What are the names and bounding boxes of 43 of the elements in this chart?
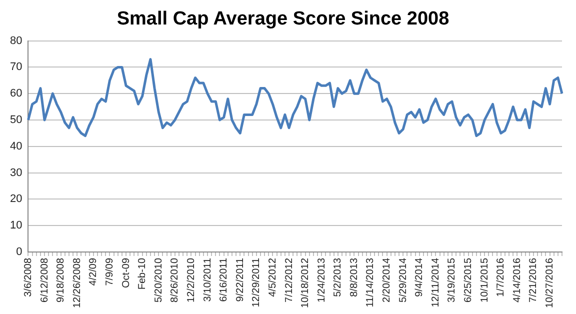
x-tick-label: 7/21/2016 [528,258,540,302]
x-tick-label: 3/10/2011 [202,258,214,302]
x-tick-label: 1/24/2013 [316,258,328,302]
y-tick-label: 50 [10,114,22,126]
y-tick-label: 60 [10,88,22,100]
x-tick-label: 6/12/2008 [39,258,50,302]
y-tick-label: 10 [10,220,22,232]
x-tick-label: 5/20/2010 [153,258,164,302]
y-tick-label: 80 [10,34,22,47]
x-tick-label: 12/2/2010 [186,258,197,302]
x-tick-label: 5/29/2014 [398,258,409,302]
x-tick-label: 2/20/2014 [382,258,393,302]
x-tick-label: 12/11/2014 [430,258,442,308]
x-tick-label: 5/2/2013 [332,258,344,297]
x-tick-label: 4/14/2016 [512,258,523,302]
x-tick-label: 3/19/2015 [446,258,458,302]
x-tick-label: 11/14/2013 [365,258,376,308]
y-tick-label: 40 [10,140,22,152]
x-tick-label: 6/25/2015 [463,258,474,302]
x-tick-label: 10/18/2012 [300,258,312,308]
x-tick-label: 10/1/2015 [479,258,490,302]
y-tick-label: 30 [10,166,22,179]
x-tick-label: 12/29/2011 [251,258,262,308]
x-tick-label: 7/9/09 [104,258,116,286]
y-tick-label: 20 [10,193,22,206]
y-tick-label: 0 [16,246,22,258]
x-tick-label: 9/4/2014 [414,258,426,297]
x-tick-label: 8/8/2013 [348,258,360,297]
x-tick-label: 3/6/2008 [22,258,34,297]
x-tick-label: Oct-09 [120,258,132,288]
x-tick-label: 7/12/2012 [284,258,295,302]
x-tick-label: 1/7/2016 [496,258,507,297]
x-tick-label: 4/5/2012 [267,258,278,297]
x-tick-label: 12/26/2008 [72,258,83,308]
x-tick-label: 10/27/2016 [544,258,556,308]
x-tick-label: 6/16/2011 [218,258,230,302]
x-tick-label: 8/26/2010 [170,258,181,302]
y-tick-label: 70 [10,61,22,74]
x-tick-label: 9/18/2008 [56,258,67,302]
x-tick-label: 9/22/2011 [234,258,246,302]
x-tick-label: Feb-10 [137,258,148,290]
x-tick-label: 4/2/09 [88,258,100,286]
chart-title: Small Cap Average Score Since 2008 [116,8,450,30]
